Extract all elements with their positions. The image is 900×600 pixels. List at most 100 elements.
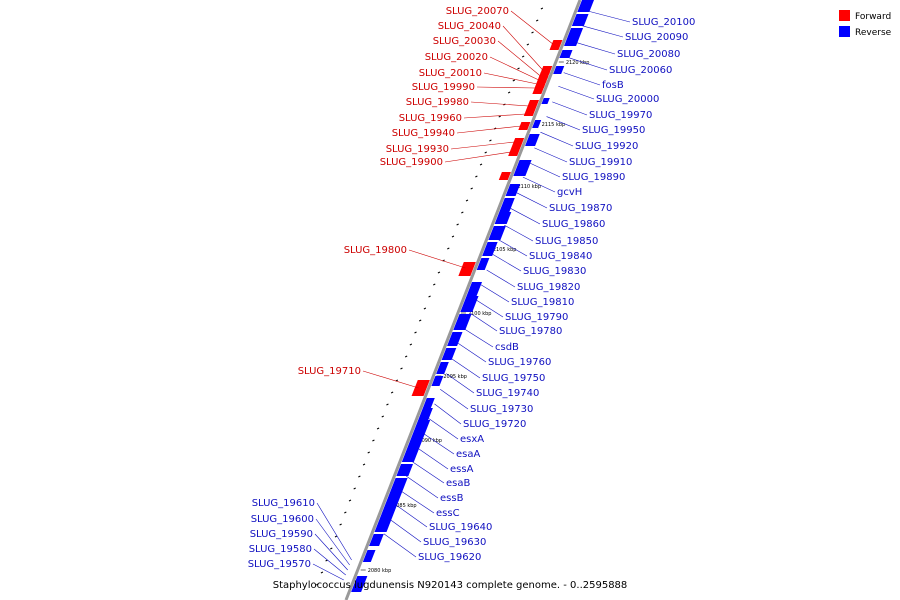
- ruler-dot: [498, 115, 501, 118]
- forward-gene: [511, 138, 525, 148]
- forward-gene-label: SLUG_19980: [406, 97, 469, 108]
- reverse-leader: [504, 224, 534, 242]
- reverse-leader: [457, 343, 487, 363]
- ruler-dot: [320, 571, 324, 574]
- legend: Forward Reverse: [839, 10, 892, 38]
- reverse-gene-label: SLUG_19750: [482, 373, 545, 384]
- ruler-dot: [367, 451, 370, 454]
- ruler-dot: [418, 319, 422, 322]
- forward-gene: [549, 40, 563, 50]
- reverse-gene-label: essA: [450, 464, 474, 475]
- forward-leader: [444, 151, 511, 163]
- reverse-leader: [558, 85, 595, 100]
- forward-gene-label: SLUG_19940: [392, 128, 455, 139]
- forward-leader: [483, 72, 538, 85]
- left-reverse-leader: [316, 502, 352, 561]
- ruler-dot: [433, 283, 436, 286]
- reverse-gene-label: SLUG_19760: [488, 357, 551, 368]
- forward-leader: [408, 249, 466, 269]
- reverse-gene-label: SLUG_20060: [609, 65, 672, 76]
- ruler-dot: [362, 463, 366, 466]
- ruler-dot: [316, 583, 319, 586]
- reverse-leader: [400, 490, 435, 514]
- ruler-dot: [456, 223, 459, 226]
- reverse-leader: [510, 208, 541, 225]
- reverse-gene: [564, 28, 584, 46]
- ruler-dot: [428, 295, 431, 298]
- reverse-gene: [488, 226, 506, 240]
- genome-backbone: [344, 0, 582, 600]
- ruler-dot: [344, 511, 347, 514]
- legend-forward-label: Forward: [855, 12, 891, 22]
- ruler-dot: [447, 247, 450, 250]
- reverse-gene-label: SLUG_19620: [418, 552, 481, 563]
- forward-gene: [411, 380, 430, 396]
- tick-label: 2100 kbp: [468, 311, 492, 317]
- ruler-dots: [316, 7, 544, 586]
- reverse-leader: [389, 518, 422, 543]
- reverse-gene-label: SLUG_19630: [423, 537, 486, 548]
- left-reverse-leader: [313, 548, 346, 576]
- ruler-dot: [386, 403, 389, 406]
- reverse-leader: [528, 162, 561, 178]
- ruler-dot: [381, 415, 384, 418]
- reverse-gene: [482, 242, 498, 256]
- reverse-gene: [453, 314, 472, 330]
- reverse-gene: [525, 134, 540, 146]
- forward-gene: [526, 100, 539, 110]
- forward-leader: [476, 86, 536, 89]
- tick-label: 2090 kbp: [418, 438, 442, 444]
- reverse-leader: [546, 116, 581, 131]
- reverse-leader: [522, 176, 556, 193]
- ruler-dot: [512, 79, 516, 82]
- reverse-gene-label: esaB: [446, 478, 470, 489]
- forward-gene-label: SLUG_19710: [298, 366, 361, 377]
- left-reverse-gene-label: SLUG_19590: [250, 529, 313, 540]
- legend-reverse-label: Reverse: [855, 28, 892, 38]
- reverse-leader: [534, 147, 568, 163]
- reverse-leader: [469, 312, 498, 332]
- ruler-dot: [348, 499, 352, 502]
- reverse-leader: [434, 403, 462, 425]
- forward-gene-label: SLUG_19930: [386, 144, 449, 155]
- forward-gene-label: SLUG_20030: [433, 36, 496, 47]
- reverse-leader: [569, 57, 608, 71]
- forward-gene: [458, 262, 476, 276]
- ruler-dot: [423, 307, 427, 310]
- forward-gene-label: SLUG_20070: [446, 6, 509, 17]
- reverse-leader: [463, 328, 494, 348]
- reverse-leader: [411, 461, 445, 484]
- tick-label: 2080 kbp: [368, 568, 392, 574]
- ruler-dot: [353, 487, 356, 490]
- reverse-gene-label: SLUG_19850: [535, 236, 598, 247]
- label-leaders: [312, 10, 631, 581]
- reverse-gene-label: SLUG_19720: [463, 419, 526, 430]
- reverse-gene-label: SLUG_19820: [517, 282, 580, 293]
- reverse-gene-label: SLUG_20000: [596, 94, 659, 105]
- ruler-dot: [465, 199, 469, 202]
- reverse-gene: [436, 362, 449, 374]
- ruler-dot: [484, 151, 487, 154]
- ruler-dot: [489, 139, 492, 142]
- forward-leader: [450, 141, 515, 150]
- tick-label: 2105 kbp: [493, 247, 517, 253]
- ruler-dot: [461, 211, 464, 214]
- reverse-leader: [492, 254, 522, 272]
- reverse-leader: [486, 269, 516, 288]
- genome-title: Staphylococcus lugdunensis N920143 compl…: [273, 580, 628, 591]
- forward-gene: [532, 84, 546, 94]
- ruler-dot: [475, 175, 478, 178]
- reverse-leader: [480, 284, 510, 303]
- ruler-dot: [531, 31, 534, 34]
- tick-label: 2115 kbp: [542, 122, 566, 128]
- left-reverse-gene-label: SLUG_19570: [248, 559, 311, 570]
- ruler-dot: [521, 55, 525, 58]
- reverse-gene-label: fosB: [602, 80, 624, 91]
- ruler-dot: [400, 367, 403, 370]
- reverse-gene-label: SLUG_19920: [575, 141, 638, 152]
- forward-gene-label: SLUG_20010: [419, 68, 482, 79]
- reverse-gene: [532, 120, 542, 128]
- reverse-gene-label: SLUG_19970: [589, 110, 652, 121]
- ruler-dot: [372, 439, 375, 442]
